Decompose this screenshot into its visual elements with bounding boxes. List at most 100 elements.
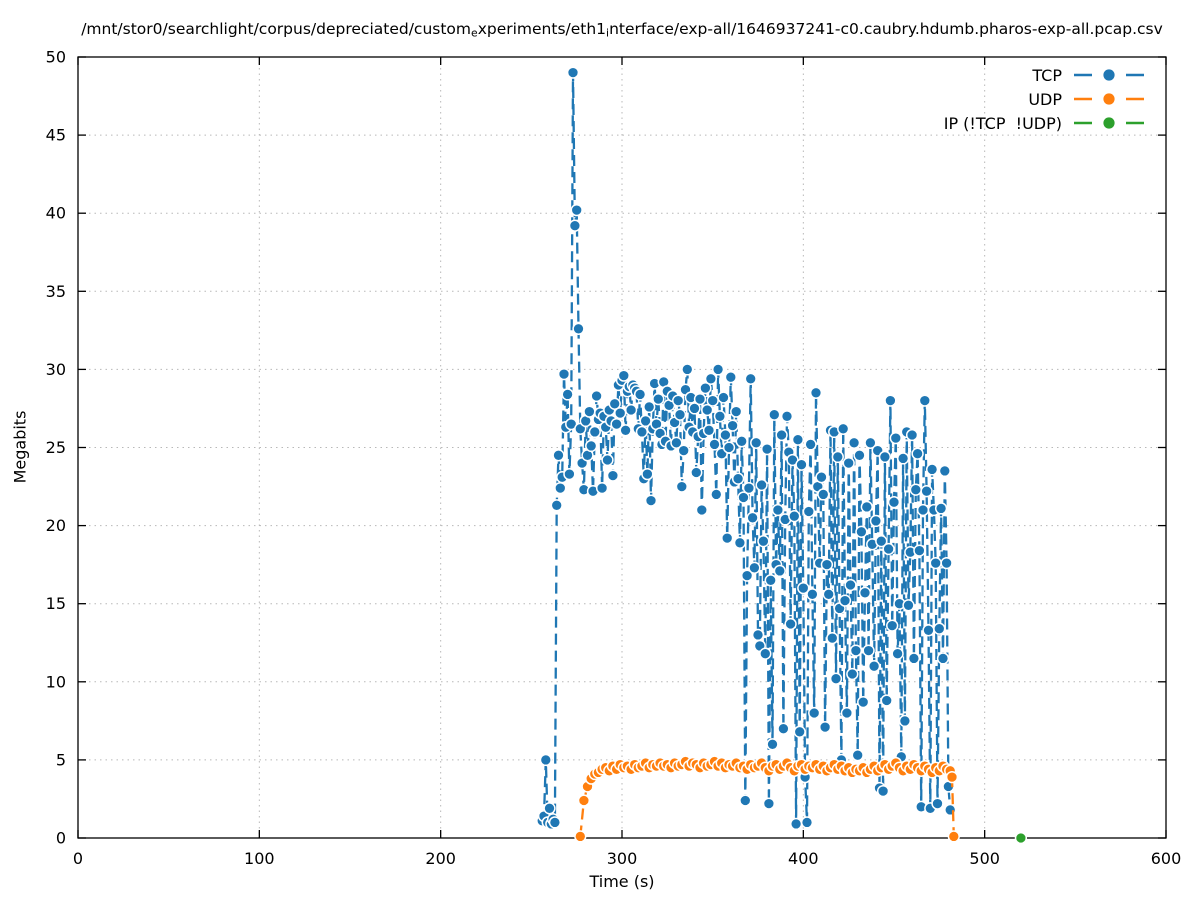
- data-point: [552, 449, 565, 462]
- data-point: [771, 503, 785, 517]
- x-tick-label: 500: [969, 849, 1000, 868]
- data-point: [554, 481, 567, 495]
- data-point: [909, 483, 922, 496]
- data-point: [744, 372, 757, 385]
- x-tick-label: 0: [73, 849, 83, 868]
- x-tick-label: 300: [607, 849, 638, 868]
- y-tick-label: 30: [46, 360, 66, 379]
- data-point: [733, 536, 747, 549]
- data-point: [933, 622, 946, 635]
- data-point: [722, 441, 736, 454]
- data-point: [639, 414, 652, 428]
- legend-sample-udp-icon: [1074, 93, 1144, 105]
- data-point: [633, 388, 647, 401]
- data-point: [851, 749, 864, 762]
- data-point: [724, 371, 737, 384]
- data-point: [880, 694, 893, 707]
- data-point: [855, 525, 868, 538]
- data-point: [862, 644, 875, 657]
- data-point: [791, 433, 805, 446]
- data-point: [543, 802, 556, 815]
- data-point: [918, 394, 931, 407]
- data-point: [1014, 831, 1028, 845]
- title-subscript: i: [606, 26, 610, 40]
- series-tcp: [536, 66, 957, 831]
- data-point: [891, 647, 904, 660]
- title-text: xperiments/eth1: [477, 20, 607, 38]
- y-tick-label: 0: [56, 829, 66, 848]
- data-point: [673, 408, 687, 421]
- data-point: [566, 66, 580, 79]
- x-tick-label: 600: [1151, 849, 1182, 868]
- data-point: [690, 466, 703, 479]
- legend-sample-ip-icon: [1074, 117, 1144, 129]
- data-point: [574, 830, 587, 843]
- data-point: [588, 425, 601, 439]
- y-tick-label: 25: [46, 438, 66, 457]
- x-tick-label: 400: [788, 849, 819, 868]
- data-point: [945, 770, 959, 784]
- data-point: [853, 449, 866, 462]
- data-point: [641, 467, 654, 481]
- data-point: [702, 424, 716, 437]
- data-point: [842, 456, 855, 470]
- data-point: [780, 410, 794, 423]
- data-point: [644, 494, 658, 507]
- data-point: [563, 467, 576, 481]
- data-point: [875, 535, 888, 548]
- data-point: [857, 695, 870, 709]
- data-point: [757, 535, 770, 548]
- data-point: [539, 753, 552, 767]
- series-udp: [574, 755, 960, 843]
- data-point: [706, 394, 719, 407]
- data-point: [610, 417, 623, 431]
- data-point: [809, 386, 823, 399]
- data-point: [670, 436, 683, 449]
- data-point: [717, 391, 730, 404]
- axis-ticks: [77, 56, 1167, 839]
- data-point: [557, 367, 571, 381]
- data-point: [795, 458, 808, 471]
- data-point: [762, 797, 776, 810]
- data-point: [619, 424, 632, 437]
- data-point: [878, 450, 892, 464]
- data-point: [777, 722, 790, 735]
- data-point: [940, 556, 953, 570]
- data-point: [889, 431, 902, 445]
- title-text: /mnt/stor0/searchlight/corpus/depreciate…: [81, 20, 472, 38]
- data-point: [601, 453, 614, 467]
- data-point: [711, 363, 725, 376]
- data-point: [719, 428, 732, 442]
- data-point: [847, 436, 861, 449]
- data-point: [768, 408, 781, 421]
- data-point: [797, 581, 810, 595]
- data-point: [748, 561, 761, 574]
- x-axis-label: Time (s): [589, 872, 655, 891]
- data-point: [755, 478, 768, 492]
- y-tick-label: 5: [56, 750, 66, 769]
- data-point: [911, 447, 924, 460]
- data-point: [577, 794, 591, 807]
- data-point: [867, 660, 881, 673]
- data-point: [704, 372, 718, 385]
- series-ip-tcp-udp: [1014, 831, 1028, 845]
- data-point: [764, 574, 777, 587]
- legend: TCP UDP IP (!TCP !UDP): [944, 63, 1147, 135]
- data-point: [561, 388, 574, 401]
- data-point: [708, 438, 721, 451]
- data-point: [693, 392, 707, 406]
- data-point: [731, 472, 745, 485]
- data-point: [568, 219, 582, 232]
- data-point: [710, 488, 723, 501]
- y-tick-label: 10: [46, 672, 66, 691]
- data-point: [840, 706, 854, 720]
- y-tick-label: 45: [46, 126, 66, 145]
- title-text: nterface/exp-all/1646937241-c0.caubry.hd…: [609, 20, 1163, 38]
- data-point: [590, 389, 603, 403]
- data-point: [652, 392, 665, 406]
- legend-label-tcp: TCP: [1032, 65, 1062, 85]
- y-tick-label: 50: [46, 48, 66, 67]
- legend-sample-tcp-icon: [1074, 69, 1144, 81]
- legend-item-udp: UDP: [1028, 87, 1147, 111]
- legend-label-ip: IP (!TCP !UDP): [943, 113, 1062, 133]
